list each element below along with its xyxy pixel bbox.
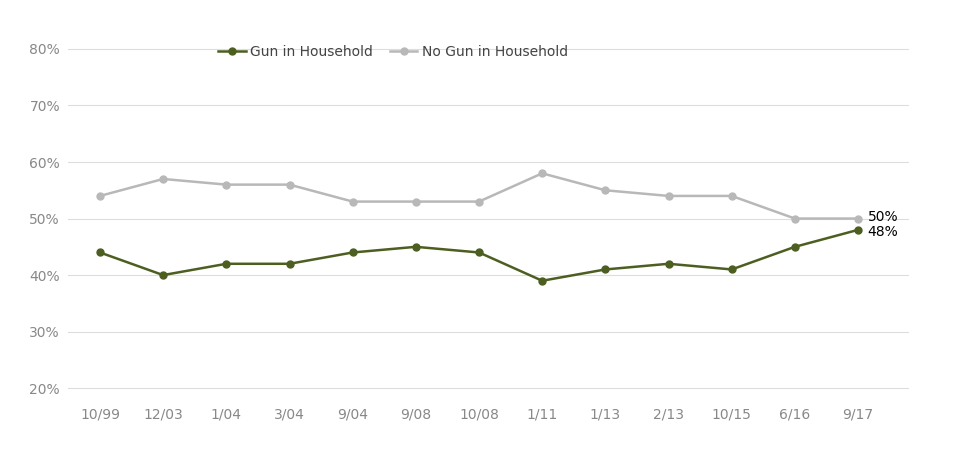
Gun in Household (536, 278, 548, 283)
Gun in Household (221, 261, 233, 266)
Gun in Household (726, 266, 738, 272)
No Gun in Household (473, 199, 485, 204)
No Gun in Household (94, 193, 106, 199)
No Gun in Household (600, 188, 612, 193)
No Gun in Household (662, 193, 674, 199)
Gun in Household (283, 261, 295, 266)
Gun in Household (410, 244, 422, 250)
Gun in Household (789, 244, 801, 250)
No Gun in Household (410, 199, 422, 204)
Gun in Household (94, 250, 106, 255)
Gun in Household (157, 272, 169, 278)
No Gun in Household (852, 216, 864, 221)
Gun in Household (852, 227, 864, 233)
Line: No Gun in Household: No Gun in Household (97, 170, 862, 222)
Gun in Household (347, 250, 359, 255)
No Gun in Household (726, 193, 738, 199)
No Gun in Household (789, 216, 801, 221)
No Gun in Household (283, 182, 295, 188)
Text: 50%: 50% (868, 211, 898, 224)
Gun in Household (473, 250, 485, 255)
Line: Gun in Household: Gun in Household (97, 227, 862, 284)
Gun in Household (600, 266, 612, 272)
Legend: Gun in Household, No Gun in Household: Gun in Household, No Gun in Household (218, 45, 568, 59)
Gun in Household (662, 261, 674, 266)
Text: 48%: 48% (868, 225, 898, 239)
No Gun in Household (347, 199, 359, 204)
No Gun in Household (536, 171, 548, 176)
No Gun in Household (221, 182, 233, 188)
No Gun in Household (157, 176, 169, 182)
